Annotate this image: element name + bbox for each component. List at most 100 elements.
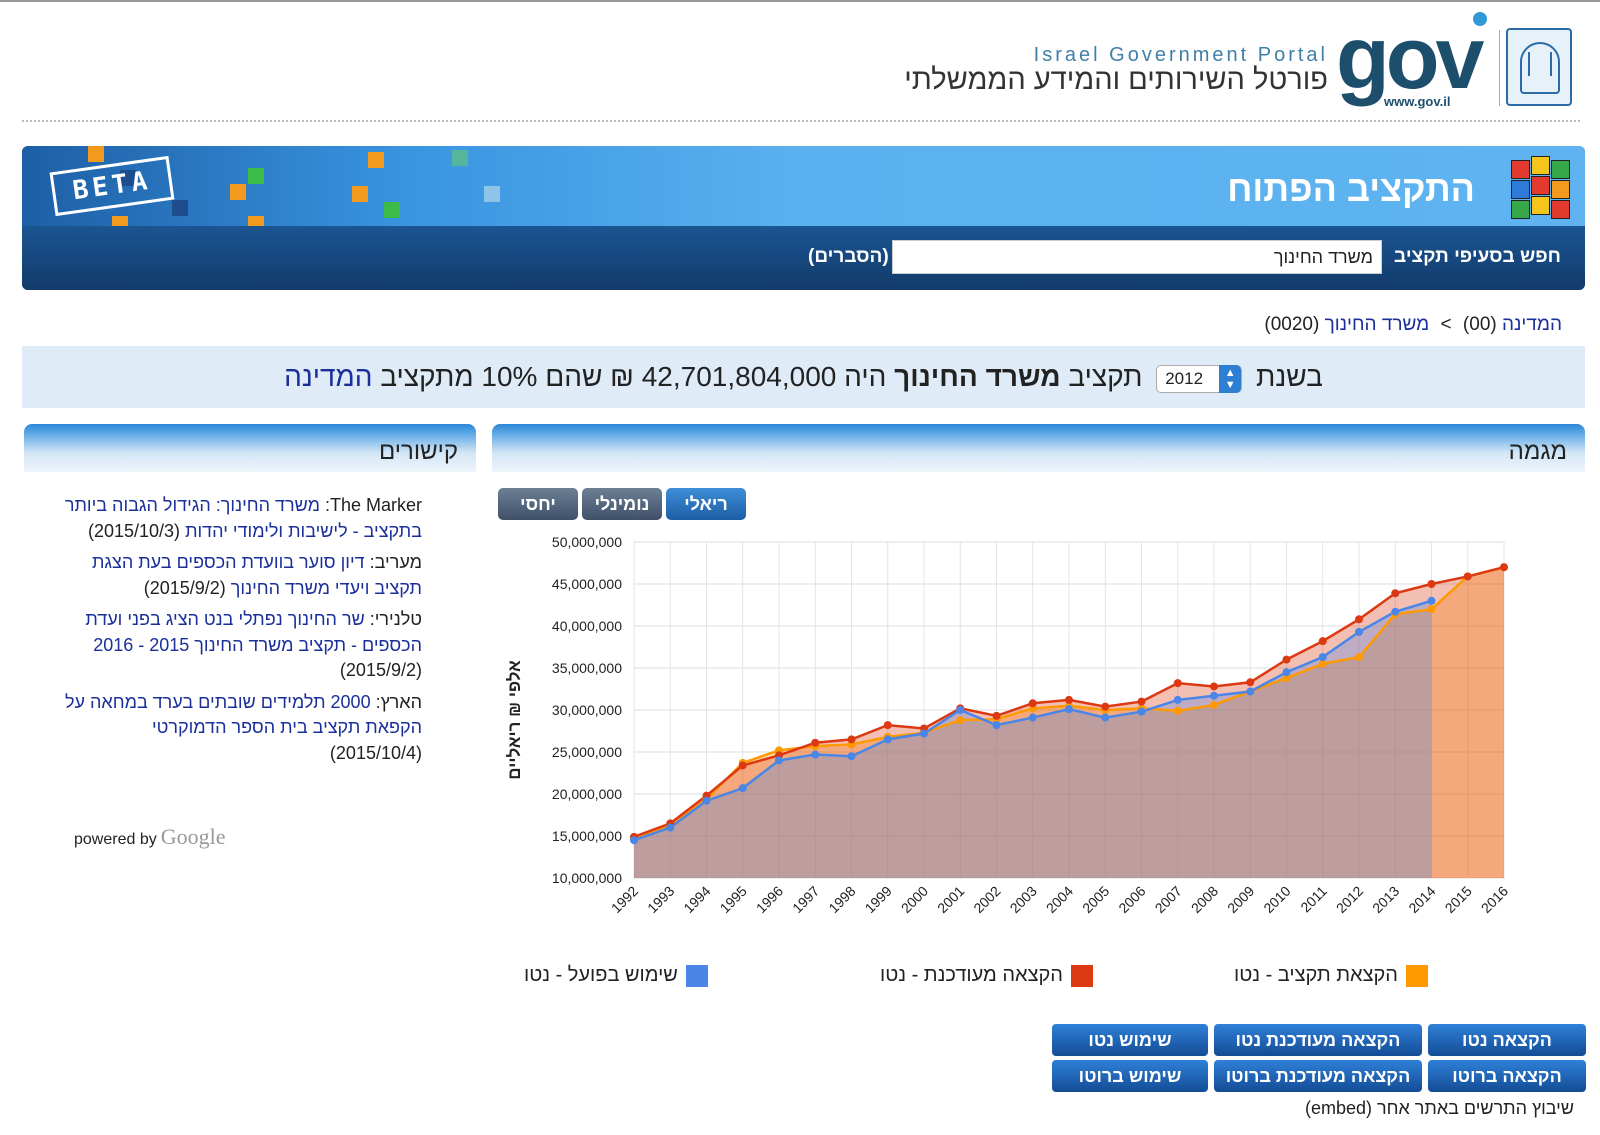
news-date: (2015/10/3) — [87, 520, 181, 541]
news-source: טלנירי: — [369, 609, 422, 629]
net-allocation-button[interactable]: הקצאה נטו — [1428, 1024, 1586, 1056]
point-updated-allocation — [1210, 682, 1218, 691]
breadcrumb-current-link[interactable]: משרד החינוך — [1324, 314, 1430, 335]
point-allocation — [956, 716, 965, 725]
legend-item-actual[interactable]: שימוש בפועל - נטו — [524, 964, 708, 987]
open-budget-banner: BETA התקציב הפתוח חפש בסעיפי תקציב (הסבר… — [22, 146, 1585, 290]
x-tick-label: 2015 — [1442, 883, 1475, 916]
news-item: מעריב: דיון סוער בוועדת הכספים בעת הצגת … — [60, 550, 422, 601]
point-actual-usage — [1173, 695, 1182, 704]
select-arrows-icon: ▲ ▼ — [1219, 364, 1242, 393]
budget-summary: בשנת 2012 ▲ ▼ תקציב משרד החינוך היה 42,701… — [22, 346, 1585, 408]
point-updated-allocation — [738, 761, 747, 770]
budget-search-input[interactable] — [892, 240, 1382, 274]
news-link[interactable]: שר החינוך נפתלי בנט הציג בפני ועדת הכספי… — [85, 609, 422, 655]
real-toggle-button[interactable]: ריאלי — [666, 488, 746, 520]
point-updated-allocation — [1028, 699, 1037, 708]
gross-allocation-button[interactable]: הקצאה ברוטו — [1428, 1060, 1586, 1092]
point-allocation — [1173, 706, 1182, 715]
state-emblem-icon[interactable] — [1506, 28, 1572, 106]
top-border — [0, 0, 1600, 2]
net-usage-button[interactable]: שימוש נטו — [1052, 1024, 1208, 1056]
point-actual-usage — [1210, 691, 1218, 700]
x-tick-label: 2013 — [1369, 883, 1402, 916]
x-tick-label: 2007 — [1152, 883, 1185, 916]
point-updated-allocation — [1065, 695, 1073, 704]
point-actual-usage — [1028, 713, 1037, 722]
x-tick-label: 1992 — [608, 883, 641, 916]
x-tick-label: 2001 — [934, 883, 967, 916]
summary-prefix: בשנת — [1255, 361, 1323, 392]
news-source: מעריב: — [369, 552, 422, 572]
summary-state-link[interactable]: המדינה — [284, 361, 373, 392]
portal-hebrew-name: פורטל השירותים והמידע הממשלתי — [904, 64, 1328, 96]
powered-by-google: powered by Google — [74, 824, 225, 850]
x-tick-label: 1996 — [753, 883, 786, 916]
point-updated-allocation — [1427, 580, 1436, 588]
point-updated-allocation — [992, 711, 1001, 720]
point-updated-allocation — [811, 738, 820, 747]
news-date: (2015/9/2) — [339, 660, 422, 680]
x-tick-label: 2002 — [970, 883, 1003, 916]
site-title[interactable]: התקציב הפתוח — [1227, 168, 1475, 209]
chart-areas — [634, 567, 1504, 878]
x-tick-label: 1995 — [717, 883, 750, 916]
news-link[interactable]: 2000 תלמידים שובתים בערד במחאה על הקפאת … — [65, 691, 422, 738]
point-actual-usage — [1391, 607, 1400, 616]
point-actual-usage — [1246, 687, 1255, 696]
y-tick-label: 20,000,000 — [552, 786, 622, 802]
trend-panel-header: מגמה — [492, 424, 1585, 472]
breadcrumb-root-link[interactable]: המדינה — [1502, 314, 1562, 335]
news-date: (2015/10/4) — [329, 742, 422, 763]
nominal-toggle-button[interactable]: נומינלי — [582, 488, 662, 520]
x-tick-label: 2012 — [1333, 883, 1366, 916]
point-updated-allocation — [1173, 679, 1182, 688]
point-actual-usage — [1101, 713, 1110, 722]
news-link[interactable]: משרד החינוך: הגידול הגבוה ביותר בתקציב -… — [64, 495, 422, 541]
point-allocation — [1318, 659, 1327, 668]
point-updated-allocation — [1500, 563, 1508, 572]
point-actual-usage — [956, 706, 965, 714]
beta-badge: BETA — [49, 155, 175, 217]
explanations-link[interactable]: (הסברים) — [808, 246, 889, 267]
y-tick-label: 45,000,000 — [552, 576, 622, 592]
search-label: חפש בסעיפי תקציב — [1394, 246, 1561, 267]
year-select-value: 2012 — [1165, 368, 1204, 388]
legend-swatch — [1070, 964, 1093, 987]
x-tick-label: 1998 — [825, 883, 858, 916]
area-updated-allocation — [634, 567, 1504, 878]
net-updated-allocation-button[interactable]: הקצאה מעודכנת נטו — [1214, 1024, 1422, 1056]
gross-usage-button[interactable]: שימוש ברוטו — [1052, 1060, 1208, 1092]
legend-item-allocation[interactable]: הקצאת תקציב - נטו — [1234, 964, 1428, 987]
point-updated-allocation — [1355, 615, 1363, 624]
point-updated-allocation — [1282, 655, 1291, 664]
google-logo: Google — [160, 824, 226, 849]
budget-trend-chart[interactable]: 10,000,000 15,000,000 20,000,000 25,000,000… — [500, 530, 1540, 950]
news-item: הארץ: 2000 תלמידים שובתים בערד במחאה על … — [60, 690, 422, 767]
point-updated-allocation — [847, 735, 856, 744]
news-link[interactable]: דיון סוער בוועדת הכספים בעת הצגת תקציב ו… — [91, 552, 422, 598]
point-actual-usage — [738, 784, 747, 793]
gov-logo[interactable]: gov — [1336, 8, 1484, 107]
x-tick-label: 2003 — [1007, 883, 1040, 916]
point-actual-usage — [883, 735, 892, 744]
point-allocation — [1282, 674, 1291, 683]
x-tick-label: 2014 — [1405, 883, 1438, 916]
legend-item-updated[interactable]: הקצאה מעודכנת - נטו — [880, 964, 1093, 987]
point-updated-allocation — [1137, 697, 1146, 706]
year-select[interactable]: 2012 ▲ ▼ — [1156, 364, 1243, 393]
breadcrumb-separator: > — [1440, 314, 1452, 335]
x-tick-label: 2000 — [898, 883, 931, 916]
relative-toggle-button[interactable]: יחסי — [498, 488, 578, 520]
trend-panel-title: מגמה — [1508, 438, 1567, 465]
gov-portal-header: gov www.gov.il Israel Government Portal … — [0, 0, 1600, 125]
news-source: The Marker: — [324, 495, 422, 515]
x-tick-label: 1993 — [644, 883, 677, 916]
news-links-list: The Marker: משרד החינוך: הגידול הגבוה בי… — [60, 493, 422, 772]
gross-updated-allocation-button[interactable]: הקצאה מעודכנת ברוטו — [1214, 1060, 1422, 1092]
banner-top: BETA התקציב הפתוח — [22, 146, 1585, 226]
embed-chart-link[interactable]: שיבוץ התרשים באתר אחר (embed) — [1304, 1098, 1574, 1118]
x-tick-label: 1997 — [789, 883, 822, 916]
x-tick-label: 1999 — [862, 883, 895, 916]
point-allocation — [1355, 653, 1363, 662]
